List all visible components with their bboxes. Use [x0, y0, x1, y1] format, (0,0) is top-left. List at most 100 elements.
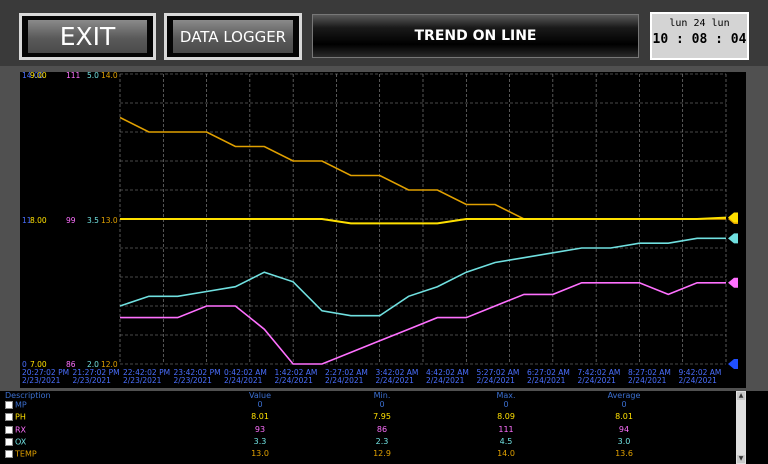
row-min: 2.3: [375, 436, 389, 446]
axis-label-bot: 7.00: [30, 360, 47, 369]
series-line-ph: [120, 216, 727, 225]
row-avg: 3.0: [617, 436, 631, 446]
x-tick-label: 2/24/2021: [578, 376, 617, 385]
table-row: MP 0 0 0 0: [0, 400, 735, 410]
row-description: RX: [5, 425, 27, 435]
x-tick-label: 2/24/2021: [325, 376, 364, 385]
axis-label-top: 5.0: [87, 71, 99, 80]
x-tick-label: 1:42:02 AM: [275, 368, 318, 377]
series-marker-ox: [728, 233, 738, 244]
row-description: MP: [5, 401, 27, 410]
top-toolbar: EXIT DATA LOGGER TREND ON LINE lun 24 lu…: [0, 0, 768, 66]
row-description: OX: [5, 438, 26, 447]
header-value: Value: [249, 391, 271, 400]
row-name: RX: [15, 425, 27, 435]
row-max: 14.0: [497, 449, 515, 459]
x-tick-label: 21:27:02 PM: [73, 368, 120, 377]
x-tick-label: 7:42:02 AM: [578, 368, 621, 377]
row-checkbox[interactable]: [5, 425, 13, 434]
series-line-ox: [119, 237, 726, 317]
row-avg: 8.01: [615, 412, 633, 422]
x-tick-label: 2/24/2021: [224, 376, 263, 385]
axis-label-bot: 2.0: [87, 360, 99, 369]
x-tick-label: 22:42:02 PM: [123, 368, 170, 377]
row-value: 0: [257, 400, 263, 409]
series-marker-mp: [728, 359, 738, 369]
x-tick-label: 2/23/2021: [123, 376, 162, 385]
x-tick-label: 2/24/2021: [376, 376, 415, 385]
axis-label-mid: 8.00: [30, 216, 47, 225]
x-tick-label: 2/23/2021: [22, 376, 61, 385]
series-marker-rx: [728, 277, 738, 288]
axis-label-mid: 11: [22, 216, 32, 225]
x-tick-label: 2/24/2021: [477, 376, 516, 385]
row-max: 111: [498, 424, 514, 434]
x-tick-label: 2/23/2021: [174, 376, 213, 385]
x-tick-label: 6:27:02 AM: [527, 368, 570, 377]
clock-display: lun 24 lun 10 : 08 : 04: [650, 12, 749, 60]
axis-label-bot: 0: [22, 360, 27, 369]
row-checkbox[interactable]: [5, 437, 13, 446]
header-average: Average: [607, 391, 641, 400]
clock-date: lun 24 lun: [669, 18, 730, 29]
table-row: TEMP 13.0 12.9 14.0 13.6: [0, 450, 735, 459]
row-checkbox[interactable]: [5, 450, 13, 459]
x-tick-label: 4:42:02 AM: [426, 368, 469, 377]
clock-time: 10 : 08 : 04: [652, 32, 747, 47]
row-min: 7.95: [373, 412, 391, 422]
row-value: 3.3: [253, 436, 267, 446]
exit-button-label: EXIT: [28, 20, 147, 53]
axis-label-mid: 3.5: [87, 216, 99, 225]
axis-label-top: 14.00: [22, 71, 44, 80]
table-row: RX 93 86 111 94: [0, 424, 735, 435]
row-name: PH: [15, 412, 26, 422]
axis-label-top: 14.0: [101, 71, 118, 80]
x-tick-label: 2/24/2021: [275, 376, 314, 385]
series-line-rx: [120, 282, 726, 365]
row-name: MP: [15, 400, 27, 410]
axis-label-top: 9.00: [30, 71, 47, 80]
row-min: 0: [379, 400, 385, 409]
axis-label-top: 111: [66, 71, 81, 80]
exit-button[interactable]: EXIT: [19, 13, 156, 60]
table-row: PH 8.01 7.95 8.09 8.01: [0, 413, 735, 422]
data-logger-label: DATA LOGGER: [173, 20, 293, 53]
page-title: TREND ON LINE: [312, 14, 639, 58]
row-min: 12.9: [373, 449, 391, 459]
row-max: 0: [503, 400, 509, 409]
x-tick-label: 2:27:02 AM: [325, 368, 368, 377]
row-min: 86: [376, 424, 388, 434]
row-checkbox[interactable]: [5, 413, 13, 422]
header-description: Description: [5, 391, 51, 400]
scroll-up-icon[interactable]: ▲: [737, 392, 745, 400]
x-tick-label: 2/24/2021: [527, 376, 566, 385]
x-tick-label: 5:27:02 AM: [477, 368, 520, 377]
x-tick-label: 2/24/2021: [426, 376, 465, 385]
row-avg: 0: [621, 400, 627, 409]
data-logger-button[interactable]: DATA LOGGER: [164, 13, 302, 60]
row-description: PH: [5, 413, 26, 422]
x-tick-label: 0:42:02 AM: [224, 368, 267, 377]
table-scrollbar[interactable]: ▲ ▼: [736, 391, 746, 464]
row-avg: 13.6: [615, 449, 633, 459]
row-value: 13.0: [251, 449, 269, 459]
row-max: 4.5: [499, 436, 513, 446]
header-min: Min.: [373, 391, 391, 400]
row-checkbox[interactable]: [5, 401, 13, 409]
row-avg: 94: [618, 424, 630, 434]
x-tick-label: 2/24/2021: [679, 376, 718, 385]
statistics-table: Description Value Min. Max. Average MP 0 0…: [0, 391, 768, 464]
row-value: 8.01: [251, 412, 269, 422]
scroll-down-icon[interactable]: ▼: [737, 455, 745, 463]
axis-label-mid: 99: [66, 216, 76, 225]
axis-label-mid: 13.0: [101, 216, 118, 225]
row-value: 93: [254, 424, 266, 434]
x-tick-label: 8:27:02 AM: [628, 368, 671, 377]
header-max: Max.: [496, 391, 516, 400]
x-tick-label: 20:27:02 PM: [22, 368, 69, 377]
x-tick-label: 2/24/2021: [628, 376, 667, 385]
table-header: Description Value Min. Max. Average: [0, 391, 735, 401]
axis-label-bot: 12.0: [101, 360, 118, 369]
x-tick-label: 9:42:02 AM: [679, 368, 722, 377]
row-max: 8.09: [497, 412, 515, 422]
